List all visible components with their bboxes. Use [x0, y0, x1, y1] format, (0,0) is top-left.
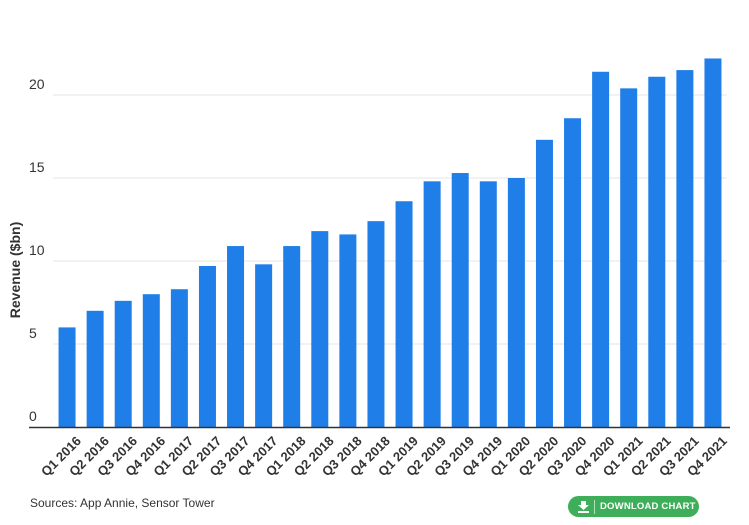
bar [423, 181, 441, 427]
bar [451, 173, 469, 427]
bar [592, 71, 610, 427]
download-chart-label: DOWNLOAD CHART [600, 501, 696, 512]
download-chart-button[interactable]: DOWNLOAD CHART [568, 496, 699, 517]
bar [311, 231, 329, 427]
gridlines [53, 94, 727, 345]
bar [704, 58, 722, 427]
y-tick-label: 15 [29, 159, 45, 175]
bar [58, 327, 76, 427]
download-icon [574, 496, 592, 517]
bar [170, 289, 188, 427]
bar [86, 310, 104, 427]
bar [620, 88, 638, 428]
bar [535, 139, 553, 427]
bar [676, 70, 694, 427]
y-tick-label: 10 [29, 242, 45, 258]
bars [58, 58, 722, 428]
bar [367, 221, 385, 427]
bar [142, 294, 160, 427]
y-tick-label: 5 [29, 325, 37, 341]
bar [564, 118, 582, 428]
bar [395, 201, 413, 427]
bar [198, 265, 216, 427]
bar [507, 178, 525, 427]
button-divider [594, 499, 595, 514]
y-tick-label: 0 [29, 408, 37, 424]
bar [255, 264, 273, 427]
bar [283, 246, 301, 427]
chart-sources: Sources: App Annie, Sensor Tower [30, 496, 215, 510]
bar [339, 234, 357, 427]
y-tick-label: 20 [29, 76, 45, 92]
bar [114, 300, 132, 427]
bar [648, 76, 666, 428]
y-axis-title-text: Revenue ($bn) [7, 221, 23, 319]
y-axis-ticks: 0 5 10 15 20 [29, 76, 45, 424]
bar [479, 181, 497, 427]
y-axis-title: Revenue ($bn) [2, 160, 28, 380]
bar [227, 246, 245, 427]
